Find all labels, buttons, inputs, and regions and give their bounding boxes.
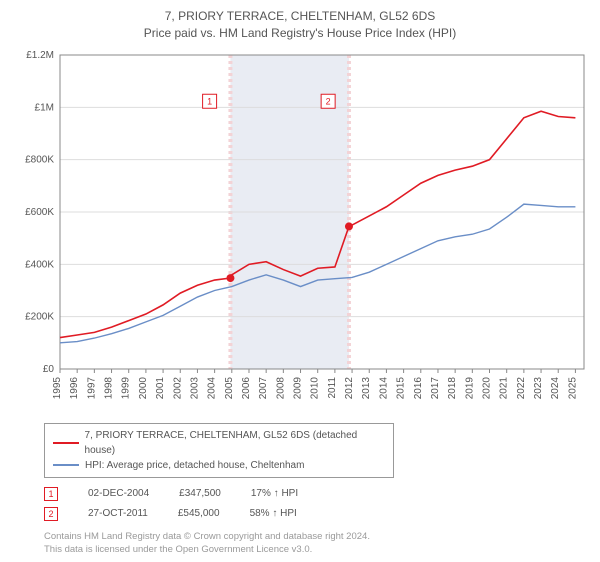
legend-item-subject: 7, PRIORY TERRACE, CHELTENHAM, GL52 6DS …: [53, 428, 385, 458]
title-line-1: 7, PRIORY TERRACE, CHELTENHAM, GL52 6DS: [165, 9, 436, 23]
svg-text:£600K: £600K: [25, 207, 54, 218]
chart-title: 7, PRIORY TERRACE, CHELTENHAM, GL52 6DS …: [10, 8, 590, 43]
svg-text:2015: 2015: [396, 376, 407, 399]
callout-marker-1: 1: [44, 487, 58, 501]
svg-text:£400K: £400K: [25, 259, 54, 270]
svg-text:2003: 2003: [189, 376, 200, 399]
svg-text:2004: 2004: [207, 376, 218, 399]
svg-text:2011: 2011: [327, 376, 338, 398]
svg-text:2025: 2025: [567, 376, 578, 399]
svg-text:£200K: £200K: [25, 311, 54, 322]
svg-text:2013: 2013: [361, 376, 372, 399]
svg-text:£1M: £1M: [35, 102, 54, 113]
legend-label: HPI: Average price, detached house, Chel…: [85, 458, 304, 473]
svg-text:1: 1: [207, 96, 212, 106]
callout-marker-2: 2: [44, 507, 58, 521]
svg-text:2019: 2019: [464, 376, 475, 399]
svg-text:2: 2: [326, 96, 331, 106]
svg-text:2024: 2024: [550, 376, 561, 399]
svg-text:1999: 1999: [121, 376, 132, 399]
table-row: 1 02-DEC-2004 £347,500 17% ↑ HPI: [44, 484, 590, 504]
svg-text:2012: 2012: [344, 376, 355, 399]
svg-text:1997: 1997: [86, 376, 97, 399]
chart-container: 7, PRIORY TERRACE, CHELTENHAM, GL52 6DS …: [0, 0, 600, 562]
svg-text:1998: 1998: [104, 376, 115, 399]
svg-text:2001: 2001: [155, 376, 166, 399]
legend-swatch: [53, 464, 79, 466]
svg-text:£0: £0: [43, 364, 55, 375]
svg-text:1996: 1996: [69, 376, 80, 399]
transaction-price: £347,500: [179, 484, 221, 504]
legend: 7, PRIORY TERRACE, CHELTENHAM, GL52 6DS …: [44, 423, 394, 478]
legend-item-hpi: HPI: Average price, detached house, Chel…: [53, 458, 385, 473]
svg-text:2014: 2014: [378, 376, 389, 399]
svg-text:2007: 2007: [258, 376, 269, 399]
svg-text:£1.2M: £1.2M: [26, 50, 54, 61]
svg-text:1995: 1995: [52, 376, 63, 399]
svg-text:£800K: £800K: [25, 154, 54, 165]
svg-text:2018: 2018: [447, 376, 458, 399]
svg-text:2020: 2020: [482, 376, 493, 399]
transaction-pct: 17% ↑ HPI: [251, 484, 298, 504]
svg-text:2009: 2009: [293, 376, 304, 399]
svg-text:2008: 2008: [275, 376, 286, 399]
svg-text:2022: 2022: [516, 376, 527, 399]
svg-text:2023: 2023: [533, 376, 544, 399]
transaction-date: 02-DEC-2004: [88, 484, 149, 504]
legend-swatch: [53, 442, 79, 444]
title-line-2: Price paid vs. HM Land Registry's House …: [144, 26, 456, 40]
svg-text:2016: 2016: [413, 376, 424, 399]
transaction-price: £545,000: [178, 504, 220, 524]
svg-text:2006: 2006: [241, 376, 252, 399]
svg-text:2010: 2010: [310, 376, 321, 399]
svg-text:2000: 2000: [138, 376, 149, 399]
svg-text:2005: 2005: [224, 376, 235, 399]
legend-label: 7, PRIORY TERRACE, CHELTENHAM, GL52 6DS …: [85, 428, 385, 458]
svg-text:2017: 2017: [430, 376, 441, 399]
footer-line-1: Contains HM Land Registry data © Crown c…: [44, 531, 370, 542]
price-chart: £0 £200K £400K £600K £800K £1M £1.2M 1995 1996 19…: [10, 49, 590, 419]
footer-line-2: This data is licensed under the Open Gov…: [44, 544, 312, 555]
table-row: 2 27-OCT-2011 £545,000 58% ↑ HPI: [44, 504, 590, 524]
svg-text:2002: 2002: [172, 376, 183, 399]
transaction-pct: 58% ↑ HPI: [250, 504, 297, 524]
svg-text:2021: 2021: [499, 376, 510, 399]
transaction-date: 27-OCT-2011: [88, 504, 148, 524]
transaction-table: 1 02-DEC-2004 £347,500 17% ↑ HPI 2 27-OC…: [44, 484, 590, 524]
footer-attribution: Contains HM Land Registry data © Crown c…: [44, 530, 590, 557]
